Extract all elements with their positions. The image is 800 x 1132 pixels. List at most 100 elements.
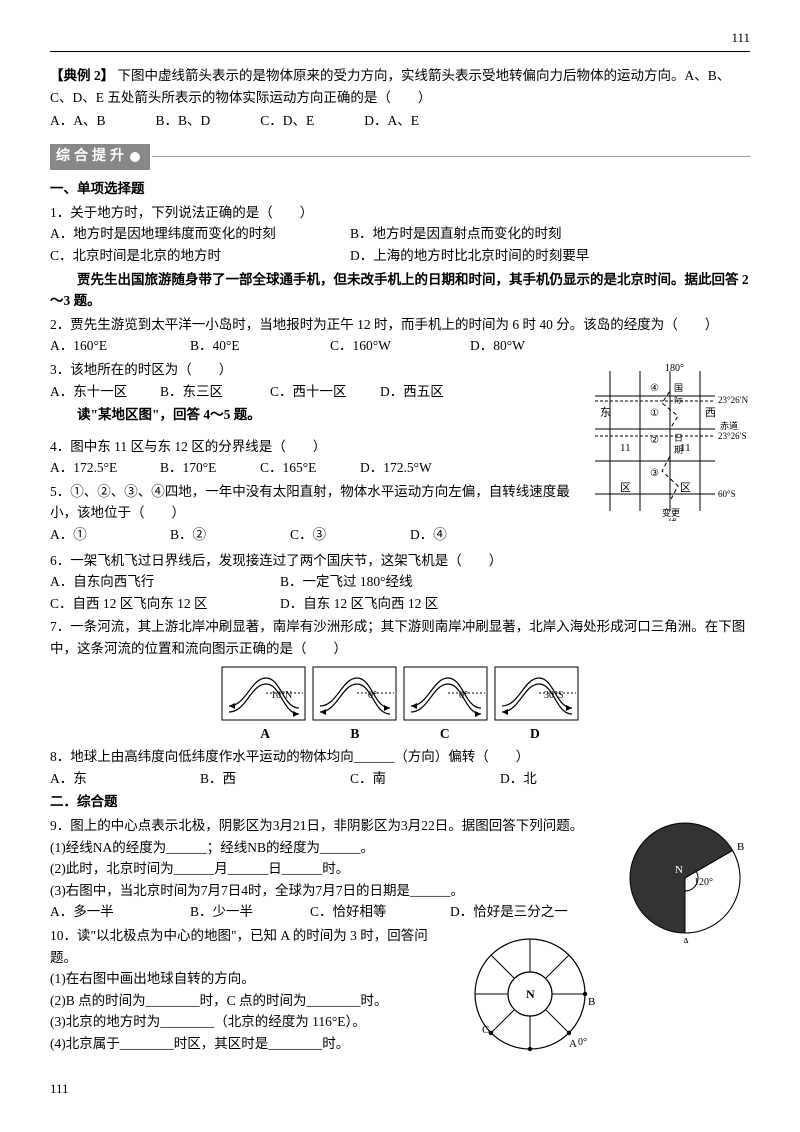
q6-opt-c: C．自西 12 区飞向东 12 区 — [50, 593, 280, 615]
svg-text:①: ① — [650, 408, 659, 419]
q3-opt-d: D．西五区 — [380, 381, 490, 403]
svg-text:西: 西 — [705, 407, 716, 419]
q9-opt-b: B．少一半 — [190, 901, 310, 923]
svg-text:际: 际 — [674, 395, 683, 405]
svg-text:B: B — [588, 996, 595, 1008]
section-header: 综合提升 — [50, 144, 750, 170]
q8-opt-d: D．北 — [500, 768, 600, 790]
q7-figures: 10°N 0° 0° 30°S — [50, 666, 750, 721]
example-text: 下图中虚线箭头表示的是物体原来的受力方向，实线箭头表示受地转偏向力后物体的运动方… — [50, 68, 730, 105]
q7-panel-b: 0° — [312, 666, 397, 721]
svg-text:东: 东 — [600, 406, 611, 419]
opt-d: D．A、E — [364, 110, 419, 132]
svg-text:C: C — [482, 1024, 489, 1036]
q7-label-a: A — [260, 723, 270, 745]
q5-opt-d: D．④ — [410, 524, 530, 546]
question-1: 1．关于地方时，下列说法正确的是（ ） A．地方时是因地理纬度而变化的时刻 B．… — [50, 202, 750, 267]
q8-opt-b: B．西 — [200, 768, 350, 790]
example-options: A．A、B B．B、D C．D、E D．A、E — [50, 110, 750, 132]
q10-s1: (1)在右图中画出地球自转的方向。 — [50, 968, 750, 990]
q7-stem: 7．一条河流，其上游北岸冲刷显著，南岸有沙洲形成；其下游则南岸冲刷显著，北岸入海… — [50, 616, 750, 659]
q2-opt-c: C．160°W — [330, 335, 470, 357]
q5-opt-a: A．① — [50, 524, 170, 546]
svg-text:②: ② — [650, 435, 659, 446]
q8-stem: 8．地球上由高纬度向低纬度作水平运动的物体均向______（方向）偏转（ ） — [50, 746, 750, 768]
q10-s3: (3)北京的地方时为________（北京的经度为 116°E）。 — [50, 1011, 750, 1033]
q3-opt-a: A．东十一区 — [50, 381, 160, 403]
svg-text:23°26′S: 23°26′S — [718, 431, 747, 441]
q1-opt-c: C．北京时间是北京的地方时 — [50, 245, 350, 267]
q3-opt-b: B．东三区 — [160, 381, 270, 403]
svg-text:区: 区 — [680, 482, 691, 494]
svg-text:N: N — [526, 987, 535, 1001]
q8-opt-c: C．南 — [350, 768, 500, 790]
q7-panel-a: 10°N — [221, 666, 306, 721]
q3-opt-c: C．西十一区 — [270, 381, 380, 403]
example-label: 【典例 2】 — [50, 68, 114, 83]
q5-opt-c: C．③ — [290, 524, 410, 546]
q7-label-b: B — [350, 723, 359, 745]
q4-opt-d: D．172.5°W — [360, 457, 460, 479]
svg-text:0°: 0° — [459, 690, 468, 701]
q1-opt-b: B．地方时是因直射点而变化的时刻 — [350, 223, 650, 245]
q10-s4: (4)北京属于________时区，其区时是________时。 — [50, 1033, 750, 1055]
q7-label-c: C — [440, 723, 450, 745]
opt-b: B．B、D — [156, 110, 211, 132]
q2-stem: 2．贾先生游览到太平洋一小岛时，当地报时为正午 12 时，而手机上的时间为 6 … — [50, 314, 750, 336]
question-8: 8．地球上由高纬度向低纬度作水平运动的物体均向______（方向）偏转（ ） A… — [50, 746, 750, 789]
svg-text:赤道: 赤道 — [720, 420, 738, 431]
q7-label-d: D — [530, 723, 540, 745]
intro-2-3: 贾先生出国旅游随身带了一部全球通手机，但未改手机上的日期和时间，其手机仍显示的是… — [50, 269, 750, 312]
svg-text:60°S: 60°S — [718, 489, 736, 499]
svg-text:N: N — [675, 864, 683, 876]
svg-text:B: B — [737, 841, 744, 853]
part1-title: 一、单项选择题 — [50, 178, 750, 200]
q6-opt-d: D．自东 12 区飞向西 12 区 — [280, 593, 438, 615]
svg-text:A: A — [682, 936, 690, 943]
svg-text:线: 线 — [668, 517, 677, 521]
svg-text:11: 11 — [620, 442, 631, 454]
svg-text:180°: 180° — [665, 363, 684, 374]
q1-opt-a: A．地方时是因地理纬度而变化的时刻 — [50, 223, 350, 245]
q9-opt-d: D．恰好是三分之一 — [450, 901, 590, 923]
q1-opt-d: D．上海的地方时比北京时间的时刻要早 — [350, 245, 650, 267]
part2-title: 二．综合题 — [50, 791, 750, 813]
svg-text:10°N: 10°N — [271, 690, 292, 701]
q5-opt-b: B．② — [170, 524, 290, 546]
q4-opt-a: A．172.5°E — [50, 457, 160, 479]
question-6: 6．一架飞机飞过日界线后，发现接连过了两个国庆节，这架飞机是（ ） A．自东向西… — [50, 550, 750, 615]
svg-text:区: 区 — [620, 482, 631, 494]
q8-opt-a: A．东 — [50, 768, 200, 790]
svg-text:③: ③ — [650, 468, 659, 479]
svg-text:0°: 0° — [368, 690, 377, 701]
opt-c: C．D、E — [260, 110, 314, 132]
svg-text:30°S: 30°S — [544, 690, 564, 701]
q9-diagram: N 120° A B — [620, 813, 750, 950]
svg-text:期: 期 — [674, 445, 683, 455]
svg-text:23°26′N: 23°26′N — [718, 395, 749, 405]
q1-stem: 1．关于地方时，下列说法正确的是（ ） — [50, 202, 750, 224]
svg-text:日: 日 — [674, 433, 683, 443]
q7-panel-c: 0° — [403, 666, 488, 721]
q9-opt-a: A．多一半 — [50, 901, 190, 923]
q2-opt-a: A．160°E — [50, 335, 190, 357]
opt-a: A．A、B — [50, 110, 106, 132]
q2-opt-d: D．80°W — [470, 335, 610, 357]
map-diagram: 180° 东 西 11 11 区 区 ④ ① ② ③ 国 际 日 期 变更 线 … — [580, 361, 750, 528]
svg-text:④: ④ — [650, 383, 659, 394]
svg-text:A: A — [569, 1038, 577, 1050]
svg-text:变更: 变更 — [662, 507, 680, 518]
page-number-bottom: 111 — [50, 1079, 750, 1100]
page-number-top: 111 — [50, 28, 750, 52]
question-7: 7．一条河流，其上游北岸冲刷显著，南岸有沙洲形成；其下游则南岸冲刷显著，北岸入海… — [50, 616, 750, 744]
q9-opt-c: C．恰好相等 — [310, 901, 450, 923]
svg-text:0°: 0° — [578, 1037, 587, 1048]
q10-s2: (2)B 点的时间为________时，C 点的时间为________时。 — [50, 990, 750, 1012]
q4-opt-b: B．170°E — [160, 457, 260, 479]
question-2: 2．贾先生游览到太平洋一小岛时，当地报时为正午 12 时，而手机上的时间为 6 … — [50, 314, 750, 357]
svg-text:国: 国 — [674, 383, 683, 393]
q6-opt-a: A．自东向西飞行 — [50, 571, 280, 593]
q7-panel-d: 30°S — [494, 666, 579, 721]
example-2: 【典例 2】 下图中虚线箭头表示的是物体原来的受力方向，实线箭头表示受地转偏向力… — [50, 65, 750, 132]
q6-opt-b: B．一定飞过 180°经线 — [280, 571, 420, 593]
